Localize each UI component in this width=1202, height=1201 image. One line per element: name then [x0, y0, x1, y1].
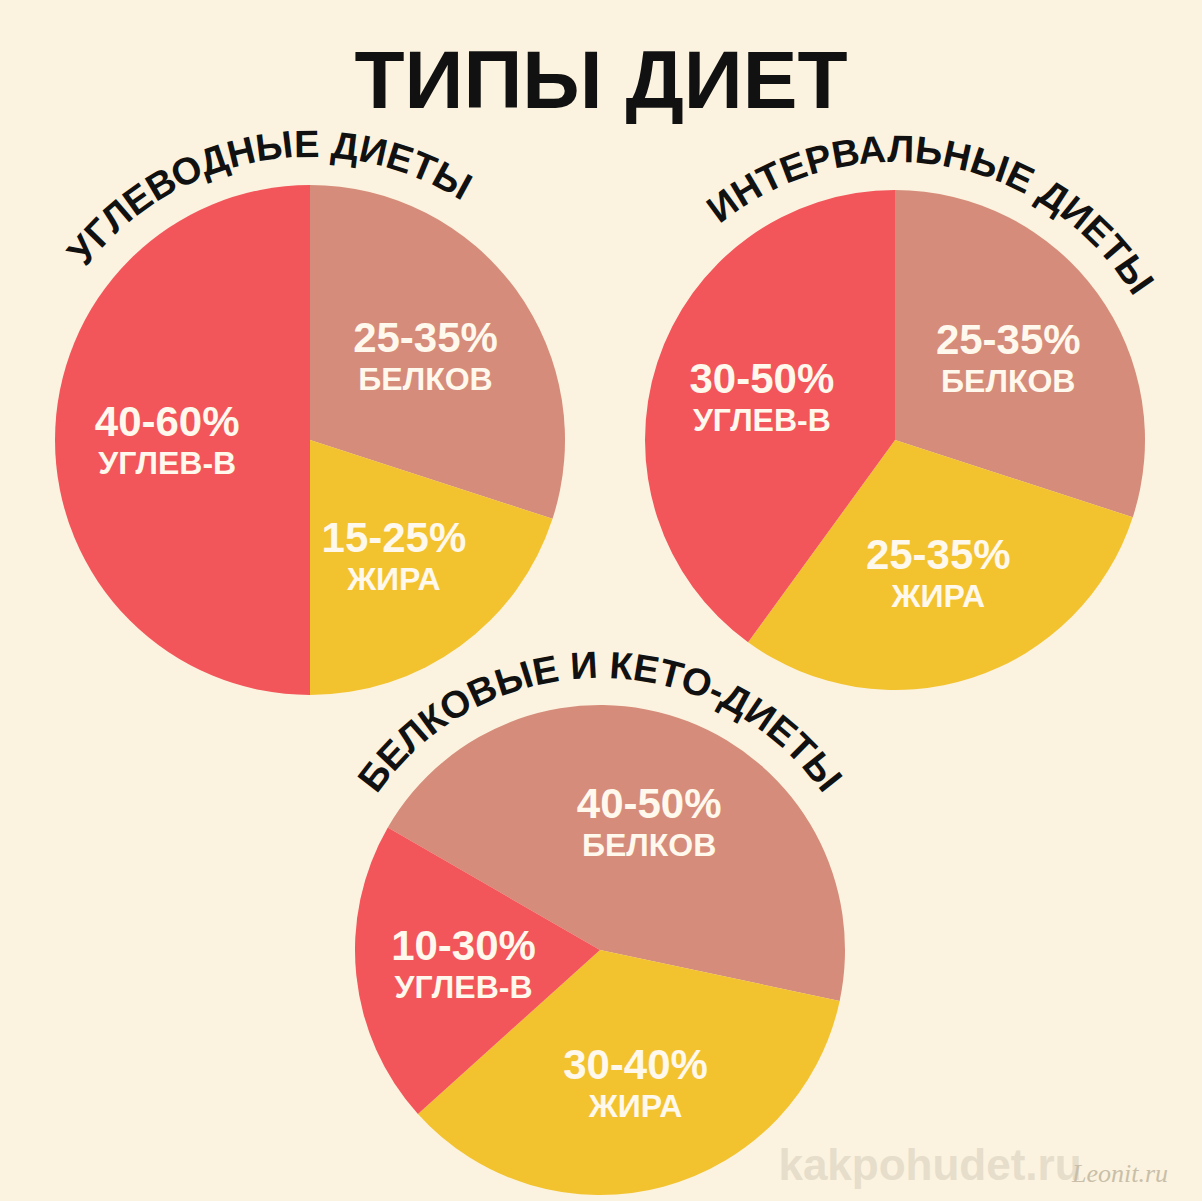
svg-text:ТИПЫ ДИЕТ: ТИПЫ ДИЕТ — [354, 34, 847, 125]
svg-text:БЕЛКОВЫЕ И КЕТО-ДИЕТЫ: БЕЛКОВЫЕ И КЕТО-ДИЕТЫ — [349, 644, 850, 800]
svg-text:25-35%БЕЛКОВ: 25-35%БЕЛКОВ — [353, 314, 498, 397]
svg-text:30-40%ЖИРА: 30-40%ЖИРА — [563, 1041, 708, 1124]
svg-text:25-35%БЕЛКОВ: 25-35%БЕЛКОВ — [936, 316, 1081, 399]
svg-text:30-50%УГЛЕВ-В: 30-50%УГЛЕВ-В — [689, 355, 834, 438]
svg-text:40-50%БЕЛКОВ: 40-50%БЕЛКОВ — [577, 780, 722, 863]
svg-text:Leonit.ru: Leonit.ru — [1071, 1159, 1168, 1188]
svg-text:40-60%УГЛЕВ-В: 40-60%УГЛЕВ-В — [95, 398, 240, 481]
svg-text:УГЛЕВОДНЫЕ ДИЕТЫ: УГЛЕВОДНЫЕ ДИЕТЫ — [59, 123, 478, 273]
svg-text:kakpohudet.ru: kakpohudet.ru — [778, 1140, 1081, 1189]
svg-text:15-25%ЖИРА: 15-25%ЖИРА — [322, 514, 467, 597]
svg-text:10-30%УГЛЕВ-В: 10-30%УГЛЕВ-В — [391, 922, 536, 1005]
svg-text:ИНТЕРВАЛЬНЫЕ ДИЕТЫ: ИНТЕРВАЛЬНЫЕ ДИЕТЫ — [699, 128, 1162, 302]
svg-text:25-35%ЖИРА: 25-35%ЖИРА — [866, 531, 1011, 614]
